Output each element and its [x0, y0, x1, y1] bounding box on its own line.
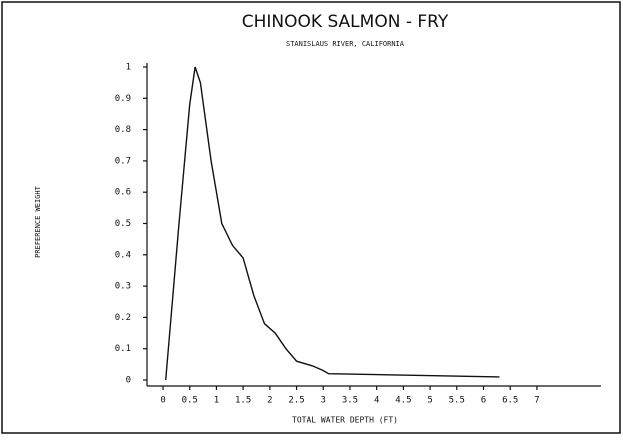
y-tick-label: 0.7: [115, 156, 131, 166]
x-tick-label: 5.5: [449, 396, 465, 406]
x-tick-label: 3: [321, 396, 326, 406]
x-tick-label: 4: [374, 396, 379, 406]
data-line: [165, 66, 500, 381]
y-tick-label: 0: [126, 376, 131, 386]
x-tick-label: 4.5: [395, 396, 411, 406]
x-tick-label: 5: [427, 396, 432, 406]
y-axis-label: PREFERENCE WEIGHT: [34, 185, 42, 257]
x-tick-label: 0.5: [182, 396, 198, 406]
x-tick-label: 1: [214, 396, 219, 406]
x-tick-label: 2.5: [288, 396, 304, 406]
chart-subtitle: STANISLAUS RIVER, CALIFORNIA: [286, 40, 405, 48]
y-tick-label: 0.1: [115, 344, 131, 354]
y-tick-label: 0.5: [115, 219, 131, 229]
y-tick-label: 0.3: [115, 282, 131, 292]
y-tick-label: 0.8: [115, 125, 131, 135]
x-tick-label: 6: [481, 396, 486, 406]
x-tick-label: 7: [534, 396, 539, 406]
x-axis-label: TOTAL WATER DEPTH (FT): [292, 416, 398, 425]
x-tick-label: 0: [160, 396, 165, 406]
x-tick-label: 6.5: [502, 396, 518, 406]
y-tick-label: 0.6: [115, 188, 131, 198]
y-tick-label: 1: [126, 63, 131, 73]
y-tick-label: 0.9: [115, 94, 131, 104]
frame: [1, 1, 621, 434]
y-tick-label: 0.2: [115, 313, 131, 323]
y-tick-label: 0.4: [115, 250, 131, 260]
chart-title: CHINOOK SALMON - FRY: [242, 12, 449, 32]
x-tick-label: 2: [267, 396, 272, 406]
x-tick-label: 3.5: [342, 396, 358, 406]
x-tick-label: 1.5: [235, 396, 251, 406]
